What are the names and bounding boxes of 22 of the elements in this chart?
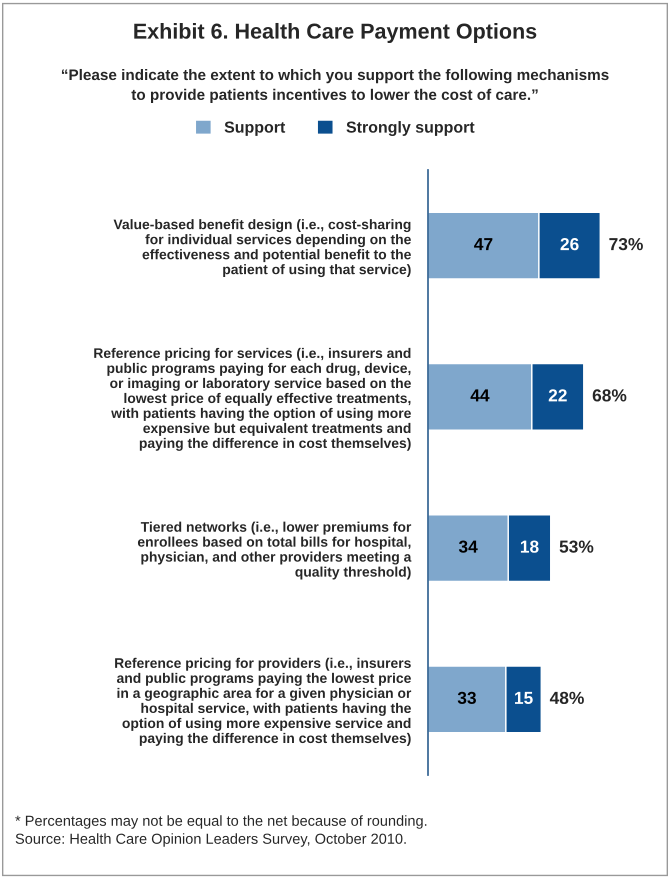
text: * Percentages may not be equal to the net because of rounding. <box>15 815 426 829</box>
data-label: 26 <box>560 238 579 250</box>
data-label: 44 <box>470 389 490 402</box>
data-label: 15 <box>515 692 533 704</box>
annotation: 68% <box>592 389 626 402</box>
annotation: 53% <box>560 540 594 553</box>
y-tick-label: Value-based benefit design (i.e., cost-sharing for individual services depending on the effectiveness and potential benefit to the patient of using that service) <box>114 219 411 278</box>
data-label: 22 <box>548 389 567 402</box>
chart-subtitle: “Please indicate the extent to which you support the following mechanisms to provide patients incentives to lower the cost of care.” <box>62 68 609 104</box>
annotation: 48% <box>550 692 584 704</box>
chart-title: Exhibit 6. Health Care Payment Options <box>134 22 536 44</box>
source-note: Source: Health Care Opinion Leaders Survey, October 2010. <box>16 833 406 847</box>
legend-label: Strongly support <box>346 121 474 136</box>
y-tick-label: Tiered networks (i.e., lower premiums for enrollees based on total bills for hospital, physician, and other providers meeting a quality threshold) <box>138 522 412 580</box>
data-label: 47 <box>474 238 492 250</box>
data-label: 33 <box>458 692 476 704</box>
data-label: 34 <box>458 540 478 553</box>
y-tick-label: Reference pricing for providers (i.e., insurers and public programs paying the lowest price in a geographic area for a given physician or hospital service, with patients having the option of using more expensive service and paying the difference in cost themselves) <box>115 658 412 746</box>
y-tick-label: Reference pricing for services (i.e., insurers and public programs paying for each drug, device, or imaging or laboratory service based on the lowest price of equally effective treatments, with patients having the option of using more expensive but equivalent treatments and paying the difference in cost themselves) <box>94 348 411 451</box>
annotation: 73% <box>609 238 643 250</box>
data-label: 18 <box>520 540 539 553</box>
legend-label: Support <box>224 121 286 136</box>
